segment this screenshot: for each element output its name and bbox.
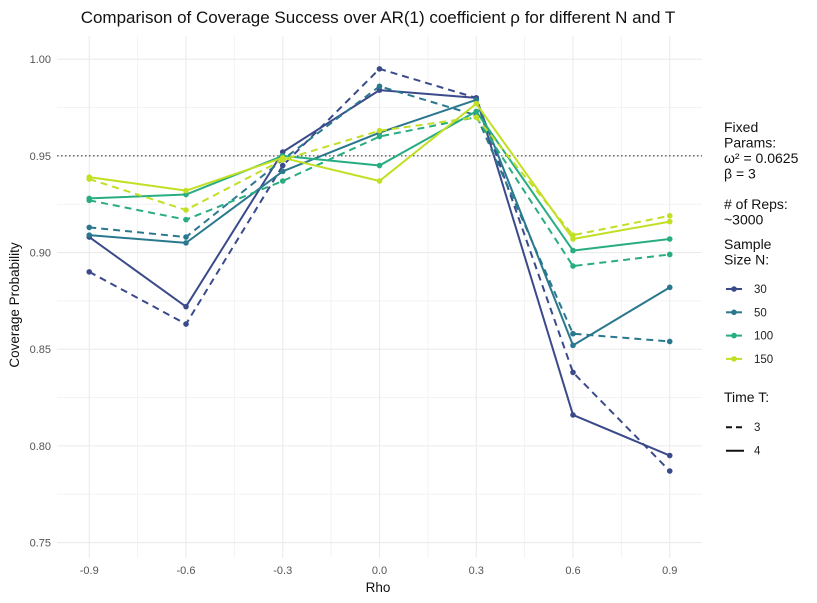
data-point	[279, 178, 286, 184]
y-tick-label: 0.75	[30, 538, 51, 550]
legend-n-label: 100	[754, 331, 773, 343]
data-point	[570, 236, 576, 242]
data-point	[376, 178, 383, 184]
data-point	[279, 168, 286, 175]
legend-t-label: 4	[754, 446, 761, 458]
data-point	[86, 232, 93, 238]
data-point	[666, 468, 673, 474]
legend-key-point	[731, 309, 737, 316]
legend-n-label: 50	[754, 307, 767, 319]
data-point	[473, 100, 480, 107]
data-point	[86, 195, 93, 202]
data-point	[473, 114, 480, 120]
x-axis-ticks: -0.9 -0.6 -0.3 0.0 0.3 0.6 0.9	[80, 565, 678, 577]
y-tick-label: 0.90	[30, 248, 51, 260]
data-point	[279, 162, 286, 169]
legend-t-label: 3	[754, 422, 760, 434]
y-tick-label: 0.95	[30, 151, 51, 163]
data-point	[86, 174, 93, 180]
data-point	[183, 216, 189, 223]
x-tick-label: -0.9	[80, 565, 99, 577]
x-tick-label: 0.0	[372, 565, 387, 577]
data-point	[570, 263, 576, 269]
data-point	[86, 269, 93, 275]
data-point	[183, 207, 189, 213]
x-axis-label: Rho	[366, 580, 391, 595]
data-point	[473, 108, 480, 115]
legend-t-title: Time T:	[724, 389, 769, 405]
y-tick-label: 0.80	[30, 441, 51, 453]
legend-n-label: 150	[754, 354, 773, 366]
y-tick-label: 1.00	[30, 54, 51, 66]
legend-fixed-params-line: β = 3	[724, 166, 756, 182]
data-point	[279, 155, 286, 161]
data-point	[183, 303, 189, 310]
data-point	[376, 87, 383, 93]
data-point	[376, 127, 383, 134]
data-point	[666, 452, 673, 459]
data-point	[183, 191, 189, 198]
data-point	[570, 369, 576, 376]
legend-reps-line: # of Reps:	[724, 196, 788, 212]
legend-key-point	[731, 356, 737, 362]
legend-fixed-params-line: Fixed	[724, 119, 758, 135]
data-point	[666, 251, 673, 258]
data-point	[570, 330, 576, 337]
legend-key-point	[731, 286, 737, 292]
data-point	[570, 342, 576, 349]
data-point	[183, 321, 189, 327]
data-point	[570, 247, 576, 254]
data-point	[666, 338, 673, 345]
x-tick-label: 0.6	[565, 565, 580, 577]
data-point	[666, 218, 673, 225]
series-layer	[86, 66, 673, 474]
data-point	[183, 234, 189, 240]
legend-fixed-params-line: Params:	[724, 135, 776, 151]
legend-reps-line: ~3000	[724, 212, 764, 228]
data-point	[376, 133, 383, 140]
series-n150-t4	[86, 100, 673, 242]
data-point	[473, 97, 480, 103]
x-tick-label: -0.3	[273, 565, 292, 577]
data-point	[376, 162, 383, 169]
data-point	[279, 149, 286, 155]
data-point	[376, 66, 383, 72]
data-point	[666, 236, 673, 242]
x-tick-label: 0.9	[662, 565, 677, 577]
data-point	[183, 240, 189, 246]
legend-n-label: 30	[754, 284, 767, 296]
legend-n-title-line: Sample	[724, 236, 772, 252]
y-tick-label: 0.85	[30, 344, 51, 356]
data-point	[666, 284, 673, 291]
data-point	[183, 187, 189, 194]
grid	[57, 36, 702, 558]
series-n30-t3	[86, 66, 673, 474]
legend-n-title-line: Size N:	[724, 252, 769, 268]
series-n50-t3	[86, 83, 673, 345]
legend-key-point	[731, 332, 737, 339]
data-point	[666, 213, 673, 219]
y-axis-label: Coverage Probability	[7, 242, 22, 368]
data-point	[570, 412, 576, 418]
y-axis-ticks: 0.75 0.80 0.85 0.90 0.95 1.00	[30, 54, 51, 549]
data-point	[86, 224, 93, 231]
legend-fixed-params-line: ω² = 0.0625	[724, 150, 799, 166]
x-tick-label: 0.3	[469, 565, 484, 577]
chart-title: Comparison of Coverage Success over AR(1…	[81, 8, 676, 27]
x-tick-label: -0.6	[177, 565, 196, 577]
data-point	[376, 83, 383, 90]
